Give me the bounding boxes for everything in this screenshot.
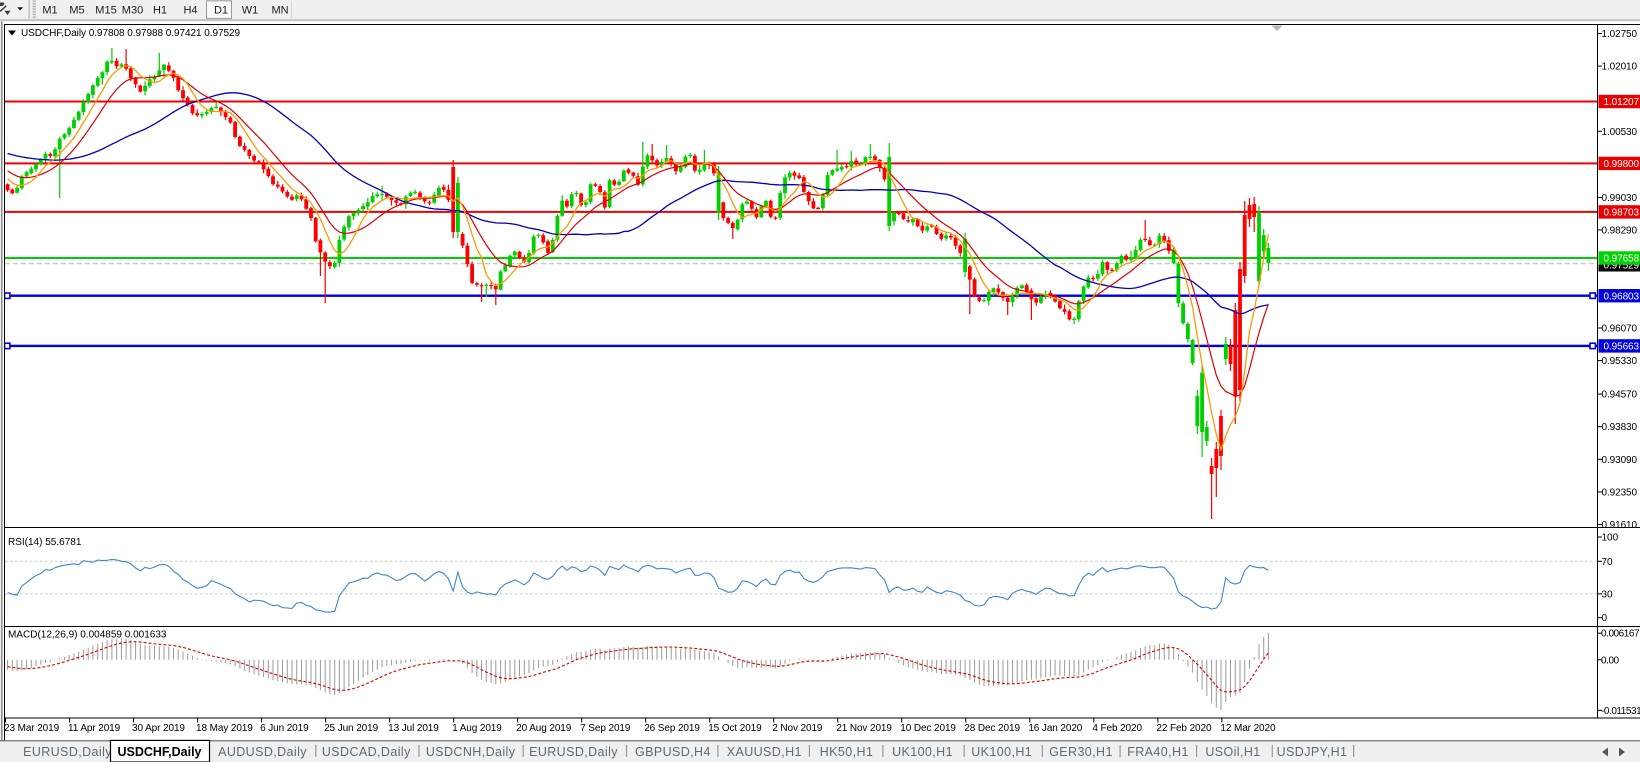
svg-text:12 Mar 2020: 12 Mar 2020 [1220,723,1276,734]
svg-text:M15: M15 [95,5,116,17]
svg-text:MN: MN [271,5,288,17]
svg-text:20 Aug 2019: 20 Aug 2019 [516,723,572,734]
svg-text:H1: H1 [153,5,167,17]
svg-text:0.95330: 0.95330 [1602,356,1638,367]
svg-text:0.98703: 0.98703 [1604,208,1640,219]
svg-text:USDCHF,Daily 0.97808 0.97988: USDCHF,Daily 0.97808 0.97988 0.97421 0.9… [21,28,241,39]
svg-text:11 Apr 2019: 11 Apr 2019 [68,723,121,734]
svg-text:0.95663: 0.95663 [1604,342,1640,353]
svg-text:0.00: 0.00 [1601,655,1620,666]
svg-text:26 Sep 2019: 26 Sep 2019 [644,723,700,734]
svg-text:23 Mar 2019: 23 Mar 2019 [4,723,60,734]
svg-text:22 Feb 2020: 22 Feb 2020 [1156,723,1212,734]
svg-text:10 Dec 2019: 10 Dec 2019 [900,723,956,734]
svg-text:0.91610: 0.91610 [1602,520,1638,531]
svg-text:0.98290: 0.98290 [1602,225,1638,236]
svg-text:UK100,H1: UK100,H1 [971,745,1032,759]
svg-text:M1: M1 [42,5,57,17]
svg-text:MACD(12,26,9) 0.004859 0.00163: MACD(12,26,9) 0.004859 0.001633 [8,630,167,641]
svg-text:RSI(14) 55.6781: RSI(14) 55.6781 [8,537,82,548]
svg-text:30: 30 [1602,589,1614,600]
svg-text:0.93090: 0.93090 [1602,455,1638,466]
svg-text:25 Jun 2019: 25 Jun 2019 [324,723,378,734]
svg-text:0: 0 [1602,613,1608,624]
svg-text:EURUSD,Daily: EURUSD,Daily [529,745,618,759]
svg-text:D1: D1 [214,5,228,17]
svg-text:21 Nov 2019: 21 Nov 2019 [836,723,892,734]
svg-text:28 Dec 2019: 28 Dec 2019 [964,723,1020,734]
svg-text:7 Sep 2019: 7 Sep 2019 [580,723,631,734]
svg-text:-0.011531: -0.011531 [1601,706,1640,717]
svg-text:USDJPY,H1: USDJPY,H1 [1277,745,1348,759]
svg-text:6 Jun 2019: 6 Jun 2019 [260,723,309,734]
svg-text:USDCHF,Daily: USDCHF,Daily [117,745,201,759]
svg-text:1.00530: 1.00530 [1602,127,1638,138]
svg-text:HK50,H1: HK50,H1 [820,745,874,759]
svg-text:W1: W1 [242,5,259,17]
svg-text:30 Apr 2019: 30 Apr 2019 [132,723,185,734]
svg-text:1.01207: 1.01207 [1604,97,1640,108]
svg-text:100: 100 [1602,533,1619,544]
svg-text:13 Jul 2019: 13 Jul 2019 [388,723,439,734]
svg-text:0.006167: 0.006167 [1601,629,1640,640]
svg-text:70: 70 [1602,557,1614,568]
svg-text:0.99800: 0.99800 [1604,159,1640,170]
svg-text:4 Feb 2020: 4 Feb 2020 [1092,723,1142,734]
svg-text:H4: H4 [183,5,197,17]
svg-text:0.93830: 0.93830 [1602,422,1638,433]
svg-text:USDCNH,Daily: USDCNH,Daily [426,745,516,759]
svg-text:XAUUSD,H1: XAUUSD,H1 [727,745,802,759]
svg-text:15 Oct 2019: 15 Oct 2019 [708,723,762,734]
svg-text:AUDUSD,Daily: AUDUSD,Daily [218,745,307,759]
svg-text:0.94570: 0.94570 [1602,390,1638,401]
svg-text:FRA40,H1: FRA40,H1 [1127,745,1189,759]
svg-text:M5: M5 [69,5,84,17]
svg-text:EURUSD,Daily: EURUSD,Daily [23,745,112,759]
svg-text:1.02010: 1.02010 [1602,62,1638,73]
svg-text:UK100,H1: UK100,H1 [892,745,953,759]
svg-text:0.99030: 0.99030 [1602,193,1638,204]
svg-text:18 May 2019: 18 May 2019 [196,723,253,734]
svg-text:USDCAD,Daily: USDCAD,Daily [322,745,411,759]
svg-text:0.92350: 0.92350 [1602,487,1638,498]
svg-text:0.96803: 0.96803 [1604,291,1640,302]
svg-text:USOil,H1: USOil,H1 [1205,745,1260,759]
svg-text:2 Nov 2019: 2 Nov 2019 [772,723,823,734]
svg-text:1 Aug 2019: 1 Aug 2019 [452,723,502,734]
svg-text:16 Jan 2020: 16 Jan 2020 [1028,723,1082,734]
svg-text:0.97529: 0.97529 [1604,261,1640,272]
svg-text:GER30,H1: GER30,H1 [1049,745,1113,759]
svg-text:GBPUSD,H4: GBPUSD,H4 [635,745,711,759]
svg-text:0.97658: 0.97658 [1604,254,1640,265]
svg-text:1.02750: 1.02750 [1602,29,1638,40]
svg-text:0.96070: 0.96070 [1602,324,1638,335]
svg-text:M30: M30 [122,5,143,17]
